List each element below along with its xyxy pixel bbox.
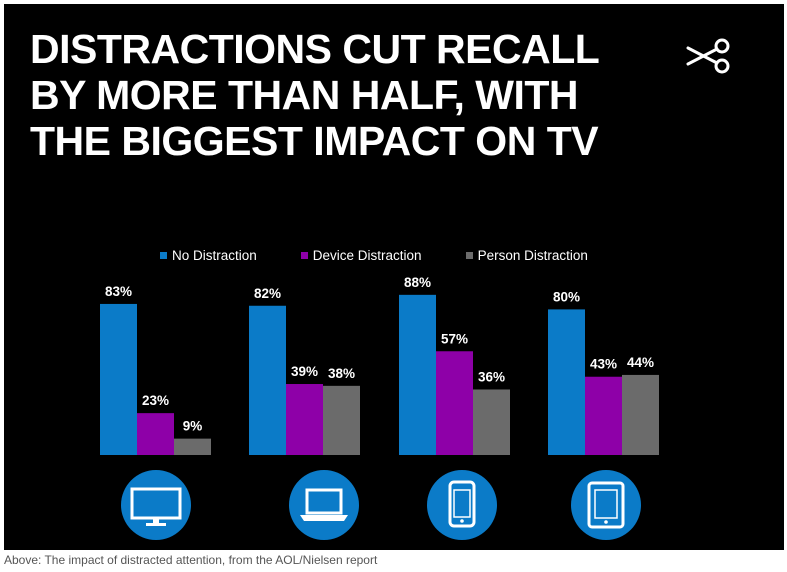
data-label: 82% xyxy=(254,286,281,301)
bar xyxy=(585,376,622,455)
data-label: 83% xyxy=(105,284,132,299)
tablet-icon xyxy=(571,470,641,540)
data-label: 43% xyxy=(590,357,617,372)
phone-button xyxy=(460,519,464,523)
scissors-icon xyxy=(686,38,730,74)
legend-label: Device Distraction xyxy=(312,248,422,263)
image-caption: Above: The impact of distracted attentio… xyxy=(4,553,378,567)
tv-base xyxy=(146,523,166,526)
legend-item-no-distraction: No Distraction xyxy=(160,248,257,263)
headline-line-1: DISTRACTIONS CUT RECALL xyxy=(30,26,600,72)
tablet-screen xyxy=(594,489,618,519)
smartphone-icon xyxy=(427,470,497,540)
bar xyxy=(399,294,436,455)
headline: DISTRACTIONS CUT RECALL BY MORE THAN HAL… xyxy=(30,26,750,164)
laptop-base xyxy=(300,515,348,521)
bar xyxy=(100,303,137,455)
data-label: 36% xyxy=(478,369,505,384)
bar xyxy=(548,309,585,455)
legend-swatch xyxy=(300,252,308,259)
tablet-button xyxy=(604,520,608,524)
headline-line-3: THE BIGGEST IMPACT ON TV xyxy=(30,118,599,164)
headline-line-2: BY MORE THAN HALF, WITH xyxy=(30,72,579,118)
bar xyxy=(436,351,473,455)
data-label: 44% xyxy=(627,355,654,370)
icon-circle xyxy=(571,470,641,540)
tv-icon xyxy=(121,470,191,540)
tv-stand xyxy=(153,518,159,524)
data-label: 88% xyxy=(404,275,431,290)
data-label: 80% xyxy=(553,289,580,304)
data-label: 38% xyxy=(328,366,355,381)
legend-item-device-distraction: Device Distraction xyxy=(300,248,422,263)
tablet-body xyxy=(587,481,625,529)
legend-label: No Distraction xyxy=(172,248,257,263)
bar-chart: 83% 23% 9% 82% 39% 38% 88% 57% 36% 80% 43% 44% xyxy=(100,275,659,540)
legend-swatch xyxy=(160,252,167,259)
icon-circle xyxy=(427,470,497,540)
phone-body xyxy=(448,480,476,528)
bar xyxy=(473,389,510,455)
slide-panel: DISTRACTIONS CUT RECALL BY MORE THAN HAL… xyxy=(4,4,784,550)
bar xyxy=(323,385,360,455)
icon-circle xyxy=(289,470,359,540)
legend-swatch xyxy=(465,252,473,259)
laptop-icon xyxy=(289,470,359,540)
data-label: 39% xyxy=(291,364,318,379)
chart-legend: No Distraction Device Distraction Person… xyxy=(160,248,588,263)
bar xyxy=(174,438,211,455)
bar xyxy=(249,305,286,455)
bar xyxy=(622,374,659,455)
bar xyxy=(137,413,174,455)
data-label: 57% xyxy=(441,331,468,346)
laptop-screen xyxy=(305,488,343,515)
legend-item-person-distraction: Person Distraction xyxy=(465,248,588,263)
bar xyxy=(286,384,323,455)
data-label: 23% xyxy=(142,393,169,408)
phone-screen xyxy=(453,489,471,518)
data-label: 9% xyxy=(183,419,203,434)
legend-label: Person Distraction xyxy=(477,248,588,263)
